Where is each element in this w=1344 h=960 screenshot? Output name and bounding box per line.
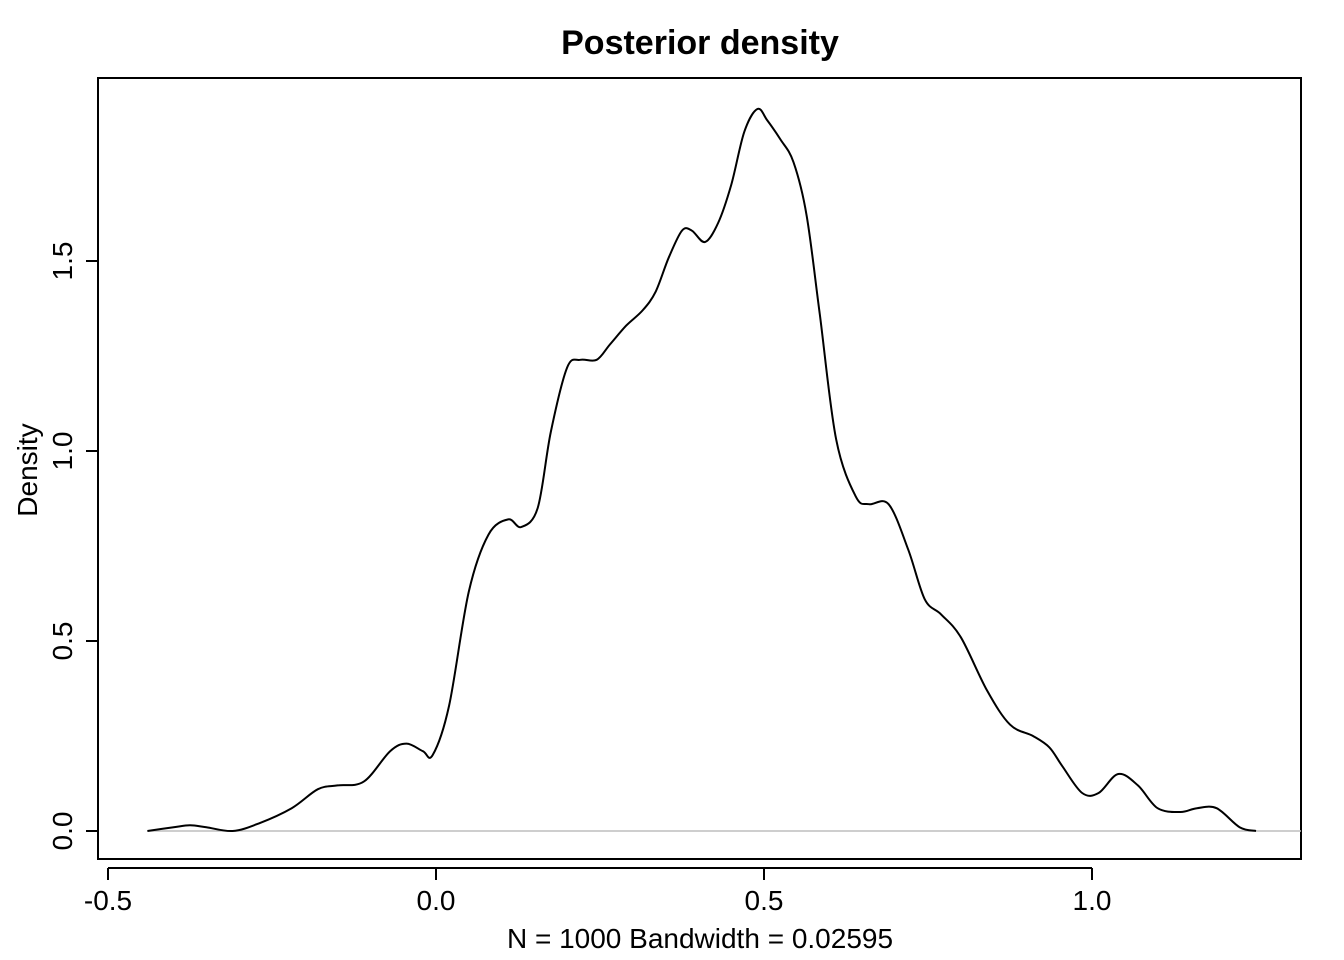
x-axis-label: N = 1000 Bandwidth = 0.02595 — [507, 923, 893, 954]
y-tick-label: 0.0 — [47, 812, 78, 851]
y-axis-label: Density — [12, 423, 43, 516]
chart-title: Posterior density — [561, 24, 839, 62]
y-axis: 0.0 0.5 1.0 1.5 — [47, 242, 99, 851]
x-tick-label: 0.5 — [745, 885, 784, 916]
x-axis: -0.5 0.0 0.5 1.0 — [84, 867, 1112, 916]
y-tick-label: 1.5 — [47, 242, 78, 281]
y-tick-label: 1.0 — [47, 432, 78, 471]
density-line — [147, 107, 1257, 833]
plot-frame — [97, 77, 1302, 860]
y-tick-label: 0.5 — [47, 622, 78, 661]
x-tick-label: -0.5 — [84, 885, 132, 916]
x-tick-label: 0.0 — [417, 885, 456, 916]
x-tick-label: 1.0 — [1073, 885, 1112, 916]
